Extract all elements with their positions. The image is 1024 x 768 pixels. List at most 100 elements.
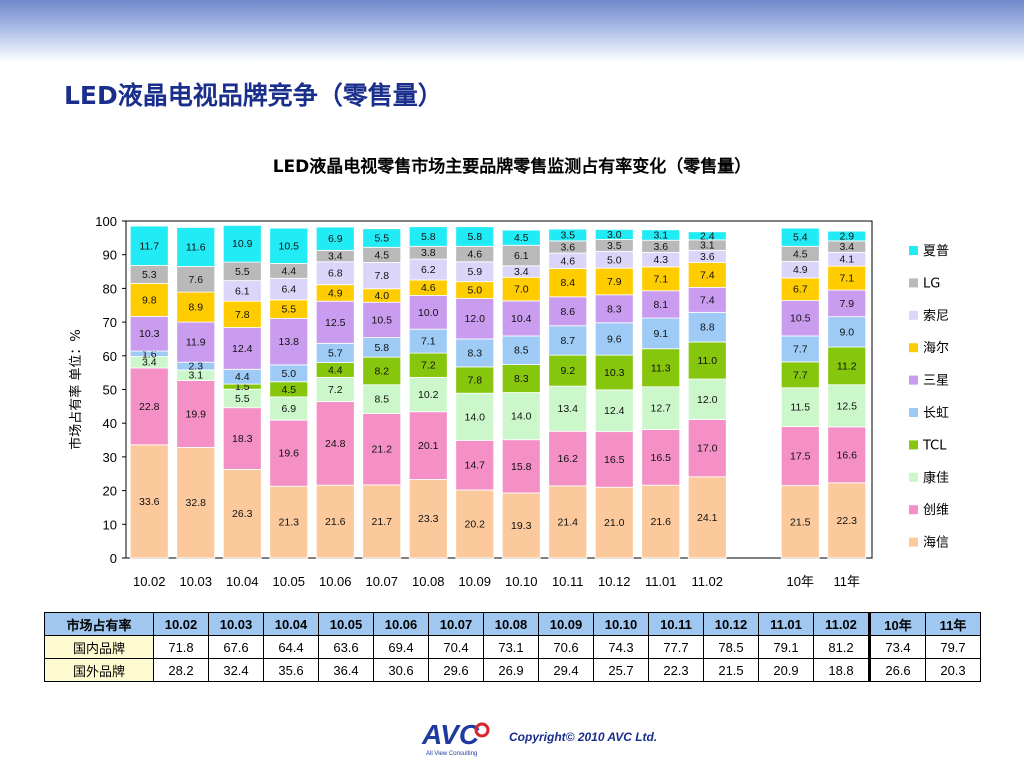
table-cell: 22.3 (648, 658, 704, 682)
data-label: 6.9 (281, 403, 296, 415)
data-label: 4.9 (793, 264, 808, 276)
data-label: 24.1 (697, 512, 718, 524)
bar-segment (455, 298, 495, 340)
data-label: 16.2 (558, 453, 579, 465)
bar-segment (548, 385, 588, 432)
chart-title: LED液晶电视零售市场主要品牌零售监测占有率变化（零售量） (272, 157, 752, 177)
data-label: 9.2 (560, 365, 575, 377)
data-label: 22.3 (837, 515, 858, 527)
bar-segment (594, 229, 634, 240)
bar-segment (548, 228, 588, 242)
data-label: 14.7 (465, 460, 486, 472)
data-label: 10.5 (790, 313, 811, 325)
data-label: 9.1 (653, 328, 668, 340)
legend-swatch (909, 278, 918, 288)
y-tick-label: 60 (103, 349, 117, 364)
data-label: 7.8 (235, 309, 250, 321)
data-label: 7.9 (839, 298, 854, 310)
y-tick-label: 0 (110, 551, 117, 566)
data-label: 7.4 (700, 294, 715, 306)
table-cell: 79.1 (758, 635, 814, 659)
bar-segment (548, 354, 588, 387)
x-tick-label: 10.02 (133, 574, 166, 589)
table-cell: 78.5 (703, 635, 759, 659)
data-label: 10.4 (511, 313, 532, 325)
table-cell: 30.6 (373, 658, 429, 682)
bar-segment (129, 315, 169, 352)
legend-label: 海尔 (923, 341, 949, 356)
data-label: 9.8 (142, 294, 157, 306)
data-label: 21.6 (651, 516, 672, 528)
data-label: 10.3 (604, 367, 625, 379)
stacked-bar-chart: 0 10 20 30 40 50 60 70 80 90 100 市场占有率 单位：% 33.6 22.8… (68, 214, 949, 589)
data-label: 3.5 (560, 229, 575, 241)
data-label: 12.0 (697, 394, 718, 406)
bar-segment (222, 407, 262, 470)
y-tick-label: 40 (103, 416, 117, 431)
bar-segment (827, 482, 867, 559)
data-label: 4.1 (839, 254, 854, 266)
data-label: 5.5 (235, 266, 250, 278)
avc-logo: AVC All View Consulting (421, 719, 490, 757)
table-header-cell: 10年 (868, 612, 926, 636)
data-label: 21.2 (372, 444, 393, 456)
data-label: 5.3 (142, 269, 157, 281)
legend-swatch (909, 537, 918, 547)
data-label: 10.2 (418, 389, 439, 401)
bar-segment (408, 295, 448, 330)
data-label: 3.4 (839, 241, 854, 253)
data-label: 4.9 (328, 287, 343, 299)
bar-segment (687, 378, 727, 420)
data-label: 20.2 (465, 518, 486, 530)
data-label: 6.8 (328, 268, 343, 280)
bar-segment (641, 229, 681, 241)
legend-swatch (909, 375, 918, 385)
data-label: 3.4 (514, 266, 529, 278)
data-label: 7.0 (514, 284, 529, 296)
data-label: 2.4 (700, 230, 715, 242)
y-axis-label: 市场占有率 单位：% (68, 329, 84, 450)
bar-segment (269, 317, 309, 366)
table-header-cell: 10.05 (318, 612, 374, 636)
bar-segment (269, 485, 309, 559)
bar-segment (408, 411, 448, 480)
data-label: 5.8 (467, 231, 482, 243)
bar-segment (362, 228, 402, 248)
bar-segment (176, 227, 216, 267)
bar-segment (269, 419, 309, 487)
table-cell: 64.4 (263, 635, 319, 659)
bar-segment (408, 376, 448, 413)
data-label: 8.5 (374, 394, 389, 406)
table-header-cell: 11.01 (758, 612, 814, 636)
data-label: 12.7 (651, 403, 672, 415)
data-label: 17.5 (790, 451, 811, 463)
top-banner (0, 0, 1024, 62)
data-label: 33.6 (139, 496, 160, 508)
bar-segment (408, 226, 448, 247)
data-label: 7.9 (607, 276, 622, 288)
data-label: 8.9 (188, 302, 203, 314)
bar-segment (408, 352, 448, 378)
bar-segment (548, 430, 588, 487)
data-label: 19.9 (186, 408, 207, 420)
data-label: 3.4 (142, 357, 157, 369)
data-label: 6.7 (793, 284, 808, 296)
data-label: 5.0 (607, 254, 622, 266)
table-cell: 36.4 (318, 658, 374, 682)
bar-segment (548, 325, 588, 356)
bar-segment (687, 341, 727, 380)
table-cell: 70.6 (538, 635, 594, 659)
x-tick-label: 10.09 (458, 574, 491, 589)
bar-segment (362, 413, 402, 486)
bar-segment (641, 429, 681, 486)
x-tick-label: 10.11 (552, 574, 584, 589)
bar-segment (455, 392, 495, 441)
bar-segment (641, 317, 681, 350)
bar-segment (176, 321, 216, 363)
data-label: 16.6 (837, 449, 858, 461)
data-label: 7.7 (793, 369, 808, 381)
table-row: 国外品牌 28.2 32.4 35.6 36.4 30.6 29.6 26.9 … (44, 658, 981, 682)
data-label: 3.6 (700, 251, 715, 263)
y-tick-label: 70 (103, 315, 117, 330)
bar-segment (687, 476, 727, 559)
